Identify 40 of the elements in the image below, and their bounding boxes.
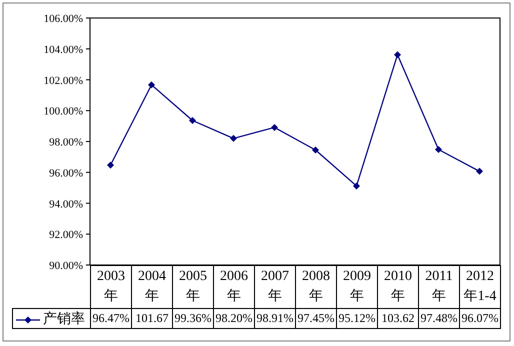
x-tick-label: 2009年 (336, 266, 378, 308)
x-tick-label: 2005年 (172, 266, 214, 308)
data-label: 103.62 (378, 308, 418, 328)
point (435, 146, 442, 154)
point (394, 51, 401, 58)
data-label: 98.91% (254, 308, 296, 328)
data-label: 95.12% (336, 308, 378, 328)
legend-label: 产销率 (43, 312, 85, 326)
data-label: 98.20% (214, 308, 254, 328)
x-tick-label: 2004年 (132, 266, 172, 308)
y-tick-label: 104.00% (44, 44, 83, 56)
y-tick-label: 94.00% (49, 198, 83, 210)
x-tick-label: 2012年1-4 (460, 266, 500, 308)
point (107, 162, 114, 169)
data-label: 97.48% (418, 308, 460, 328)
point (476, 168, 483, 175)
y-tick-label: 92.00% (49, 229, 83, 242)
point (189, 117, 196, 124)
x-tick-label: 2011年 (418, 266, 460, 308)
data-label: 99.36% (172, 308, 214, 328)
data-label: 96.47% (90, 308, 132, 328)
y-tick-label: 96.00% (49, 167, 83, 180)
data-label: 96.07% (460, 308, 500, 328)
x-tick-label: 2008年 (296, 266, 336, 308)
point (230, 134, 237, 142)
y-tick-label: 106.00% (44, 13, 83, 25)
y-tick-label: 102.00% (44, 74, 83, 87)
data-label: 97.45% (296, 308, 336, 328)
point (271, 124, 278, 131)
x-tick-label: 2007年 (254, 266, 296, 308)
point (353, 182, 360, 190)
point (312, 146, 319, 154)
y-tick-label: 98.00% (49, 136, 83, 148)
x-tick-label: 2003年 (90, 266, 132, 308)
data-label: 101.67 (132, 308, 172, 328)
x-tick-label: 2010年 (378, 266, 418, 308)
y-tick-label: 100.00% (44, 106, 83, 118)
point (148, 81, 155, 88)
y-tick-label: 90.00% (49, 260, 83, 272)
x-tick-label: 2006年 (214, 266, 254, 308)
